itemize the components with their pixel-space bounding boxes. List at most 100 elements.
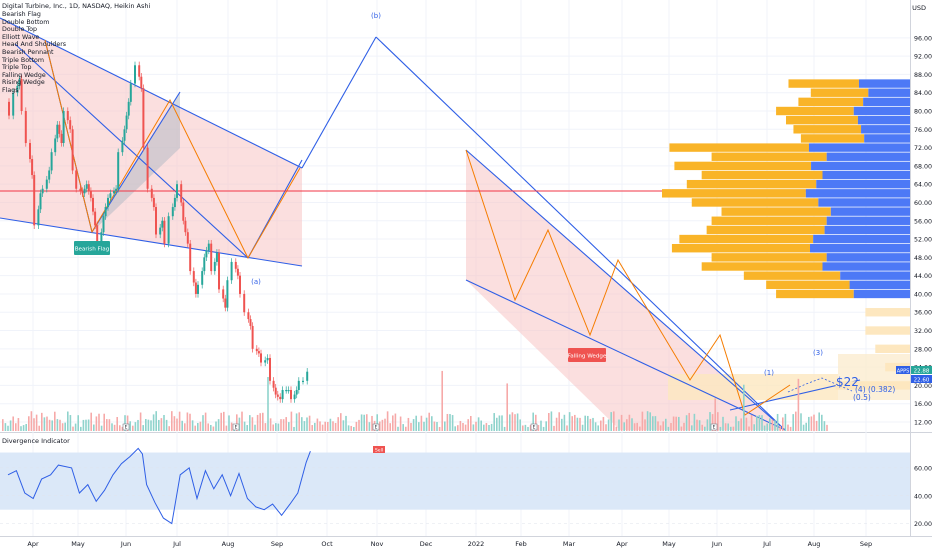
ticker-badge	[896, 366, 910, 374]
volume-bar	[366, 414, 368, 431]
wave-label-a: (a)	[251, 278, 261, 286]
volume-bar	[685, 415, 688, 431]
volume-bar	[264, 423, 267, 431]
volume-bar	[223, 411, 225, 431]
volume-bar	[821, 414, 823, 431]
volume-bars	[2, 370, 828, 431]
volume-bar	[69, 415, 72, 431]
volume-bar	[438, 426, 441, 431]
volume-bar	[147, 419, 150, 431]
volume-bar	[688, 412, 690, 431]
volume-bar	[509, 414, 511, 431]
volume-bar	[527, 426, 529, 431]
volume-bar	[498, 415, 501, 431]
trend-line	[465, 279, 786, 431]
candle-body	[33, 175, 36, 226]
volume-bar	[353, 426, 355, 431]
volume-bar	[665, 418, 667, 431]
volume-bar	[579, 417, 581, 431]
volume-bar	[381, 419, 384, 431]
volume-bar	[675, 416, 677, 431]
profile-bar-down	[830, 207, 910, 216]
trend-line	[301, 36, 377, 169]
wave-label-4b: (0.5)	[853, 393, 871, 402]
volume-bar	[810, 416, 813, 431]
volume-bar	[662, 421, 664, 431]
volume-bar	[77, 415, 79, 431]
profile-bar-down	[808, 143, 910, 152]
x-tick-label: Oct	[321, 540, 333, 548]
candle-body	[287, 389, 290, 392]
price-badge-2-value: 22.60	[914, 378, 930, 384]
candle-body	[39, 193, 42, 210]
volume-bar	[56, 419, 59, 431]
y-tick-label: 48.00	[914, 255, 932, 262]
candle-body	[167, 216, 170, 244]
volume-bar	[818, 412, 820, 431]
volume-bar	[132, 425, 134, 431]
volume-bar	[771, 419, 774, 431]
candle-body	[96, 225, 99, 249]
currency-label: USD	[912, 4, 926, 12]
volume-bar	[769, 418, 771, 431]
volume-bar	[121, 426, 124, 431]
volume-bar	[197, 422, 199, 431]
volume-bar	[38, 425, 40, 431]
profile-bar-up	[766, 280, 850, 290]
profile-bar-up	[711, 216, 827, 225]
profile-bar-up	[776, 106, 854, 116]
profile-bar-down	[818, 198, 910, 207]
candle-body	[230, 261, 233, 281]
candle-body	[109, 193, 112, 198]
volume-bar	[428, 412, 430, 431]
volume-bar	[207, 423, 209, 431]
candle-body	[29, 143, 31, 160]
profile-bar-up	[721, 207, 831, 216]
pattern-list-item: Rising Wedge	[2, 79, 45, 87]
price-badge-1	[911, 366, 932, 374]
profile-bar-down	[849, 280, 910, 290]
volume-bar	[516, 413, 519, 431]
candle-body	[87, 184, 90, 192]
profile-bar-up	[776, 289, 854, 299]
volume-bar	[28, 416, 30, 431]
volume-bar	[90, 412, 92, 431]
volume-bar	[615, 426, 618, 431]
candle-body	[129, 83, 132, 102]
profile-bar-up	[686, 179, 817, 189]
candle-body	[138, 65, 141, 77]
volume-bar	[246, 425, 248, 431]
candle-body	[115, 188, 118, 192]
volume-bar	[805, 422, 807, 431]
candle-body	[272, 380, 275, 388]
volume-bar	[706, 419, 709, 431]
candle-body	[171, 207, 174, 217]
volume-bar	[722, 416, 724, 431]
candle-body	[306, 371, 309, 381]
volume-bar	[649, 412, 651, 431]
event-marker-label: E	[125, 425, 128, 431]
y-tick-label: 64.00	[914, 182, 932, 189]
volume-bar	[766, 423, 768, 431]
volume-bar	[236, 414, 238, 431]
candle-body	[243, 293, 246, 313]
volume-bar	[51, 420, 53, 431]
trend-line	[14, 43, 249, 259]
y-tick-label: 16.00	[914, 401, 932, 408]
candle-body	[176, 184, 178, 198]
volume-bar	[826, 424, 828, 431]
volume-bar	[571, 416, 573, 431]
pattern-list-item: Bearish Pennant	[2, 48, 54, 56]
candle-body	[37, 209, 40, 226]
volume-bar	[709, 412, 711, 431]
candle-body	[85, 184, 88, 189]
volume-bar	[126, 415, 129, 431]
oscillator-label: Divergence Indicator	[2, 437, 70, 445]
volume-bar	[795, 411, 797, 431]
profile-bar-up	[662, 189, 806, 198]
volume-bar	[418, 422, 420, 431]
candle-body	[18, 78, 21, 86]
projection-path	[787, 377, 853, 393]
volume-bar	[511, 412, 514, 431]
